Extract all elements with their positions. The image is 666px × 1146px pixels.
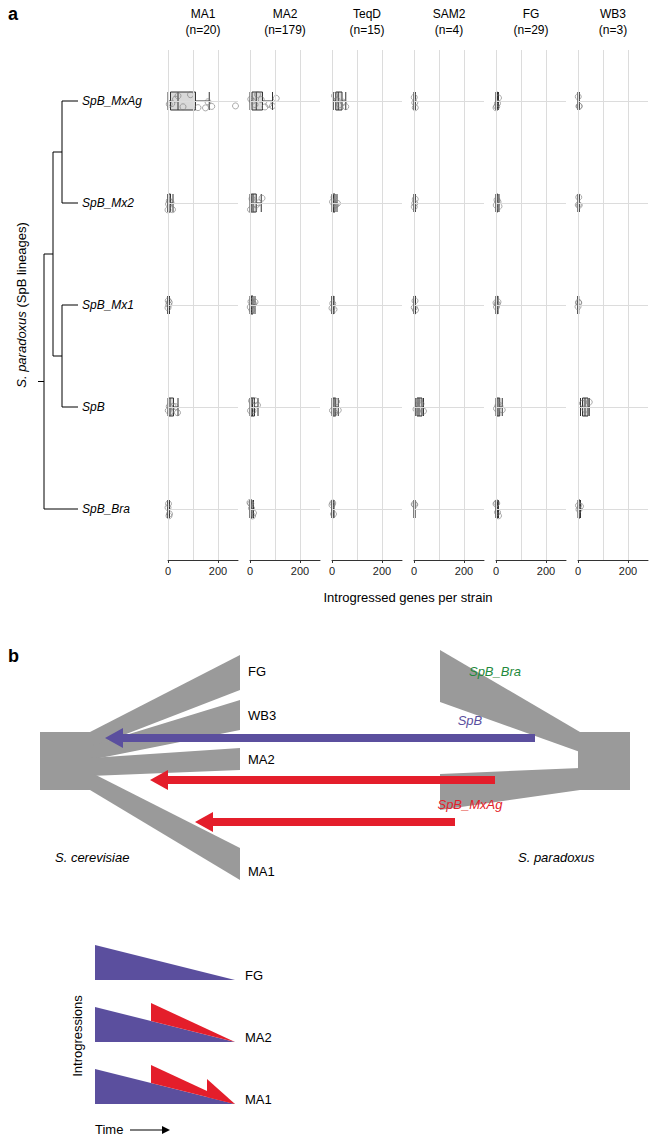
svg-text:b: b	[8, 646, 19, 666]
svg-text:0: 0	[165, 565, 171, 577]
svg-text:MA2: MA2	[273, 7, 298, 21]
svg-text:S. cerevisiae: S. cerevisiae	[55, 850, 129, 865]
svg-text:Introgressions: Introgressions	[70, 995, 85, 1077]
svg-text:MA1: MA1	[245, 1092, 272, 1107]
svg-text:SpB: SpB	[82, 400, 105, 414]
svg-text:(n=179): (n=179)	[264, 23, 306, 37]
svg-text:(n=3): (n=3)	[599, 23, 627, 37]
svg-text:0: 0	[493, 565, 499, 577]
svg-text:MA1: MA1	[248, 864, 275, 879]
svg-text:FG: FG	[523, 7, 540, 21]
svg-text:S. paradoxus (SpB lineages): S. paradoxus (SpB lineages)	[14, 222, 29, 388]
svg-text:200: 200	[455, 565, 473, 577]
svg-text:(n=29): (n=29)	[513, 23, 548, 37]
svg-text:SpB_MxAg: SpB_MxAg	[437, 797, 503, 812]
svg-text:0: 0	[575, 565, 581, 577]
svg-text:200: 200	[291, 565, 309, 577]
svg-text:200: 200	[209, 565, 227, 577]
svg-text:MA1: MA1	[191, 7, 216, 21]
svg-text:a: a	[8, 4, 19, 24]
svg-text:SpB: SpB	[458, 713, 483, 728]
svg-text:FG: FG	[248, 664, 266, 679]
svg-text:SpB_MxAg: SpB_MxAg	[82, 94, 142, 108]
svg-text:0: 0	[247, 565, 253, 577]
svg-text:200: 200	[619, 565, 637, 577]
svg-text:Time: Time	[95, 1122, 123, 1137]
svg-text:0: 0	[411, 565, 417, 577]
svg-text:SpB_Bra: SpB_Bra	[469, 664, 521, 679]
svg-text:(n=20): (n=20)	[185, 23, 220, 37]
svg-text:(n=15): (n=15)	[349, 23, 384, 37]
svg-text:SpB_Mx2: SpB_Mx2	[82, 196, 134, 210]
svg-text:SpB_Mx1: SpB_Mx1	[82, 298, 134, 312]
svg-text:MA2: MA2	[245, 1030, 272, 1045]
svg-text:0: 0	[329, 565, 335, 577]
svg-text:SAM2: SAM2	[433, 7, 466, 21]
svg-text:WB3: WB3	[248, 708, 276, 723]
svg-text:S. paradoxus: S. paradoxus	[518, 850, 595, 865]
svg-text:200: 200	[537, 565, 555, 577]
svg-text:TeqD: TeqD	[353, 7, 381, 21]
svg-text:200: 200	[373, 565, 391, 577]
svg-text:FG: FG	[245, 968, 263, 983]
svg-text:SpB_Bra: SpB_Bra	[82, 502, 130, 516]
svg-text:(n=4): (n=4)	[435, 23, 463, 37]
svg-text:Introgressed genes per strain: Introgressed genes per strain	[323, 590, 492, 605]
svg-text:WB3: WB3	[600, 7, 626, 21]
svg-text:MA2: MA2	[248, 752, 275, 767]
